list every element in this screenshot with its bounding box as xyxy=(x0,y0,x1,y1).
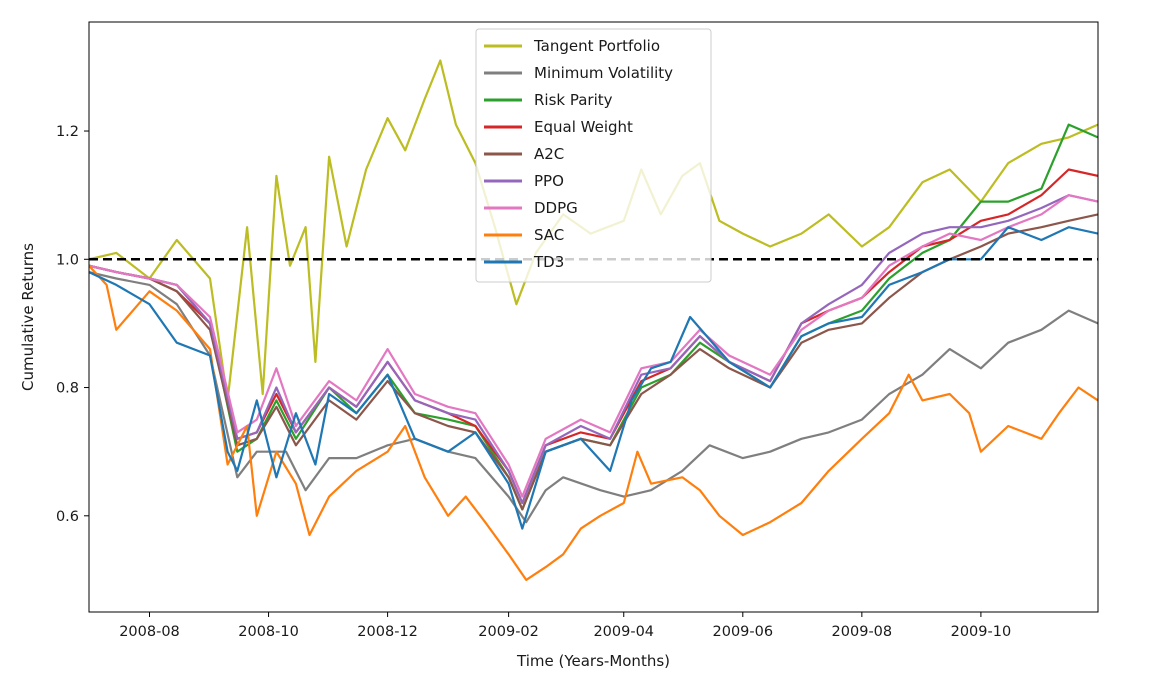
legend-label-risk-parity: Risk Parity xyxy=(534,91,613,109)
legend: Tangent Portfolio Minimum Volatility Risk … xyxy=(475,28,712,283)
series-line-ppo xyxy=(89,194,1098,505)
x-tick-label: 2008-12 xyxy=(357,624,418,640)
series-layer xyxy=(89,59,1098,581)
y-axis: 0.6 0.8 1.0 1.2 xyxy=(56,124,89,525)
series-line-minimum-volatility xyxy=(89,271,1098,524)
y-tick-label: 1.2 xyxy=(56,124,79,140)
legend-label-td3: TD3 xyxy=(533,253,564,271)
series-line-sac xyxy=(89,264,1098,581)
legend-label-ddpg: DDPG xyxy=(534,199,578,217)
x-axis: 2008-08 2008-10 2008-12 2009-02 2009-04 2009-… xyxy=(119,612,1011,640)
y-tick-label: 1.0 xyxy=(56,252,79,268)
series-line-ddpg xyxy=(89,194,1098,498)
series-line-td3 xyxy=(89,226,1098,530)
series-line-tangent-portfolio xyxy=(89,59,1098,402)
x-tick-label: 2009-06 xyxy=(713,624,774,640)
y-axis-label: Cumulative Returns xyxy=(19,243,37,391)
x-tick-label: 2008-08 xyxy=(119,624,180,640)
legend-label-a2c: A2C xyxy=(534,145,564,163)
y-tick-label: 0.8 xyxy=(56,381,79,397)
x-axis-label: Time (Years-Months) xyxy=(516,652,670,670)
x-tick-label: 2009-10 xyxy=(951,624,1012,640)
legend-label-sac: SAC xyxy=(534,226,564,244)
x-tick-label: 2009-02 xyxy=(478,624,539,640)
legend-box xyxy=(475,28,712,283)
legend-label-equal-weight: Equal Weight xyxy=(534,118,633,136)
legend-label-ppo: PPO xyxy=(534,172,564,190)
x-tick-label: 2009-08 xyxy=(832,624,893,640)
legend-label-tangent-portfolio: Tangent Portfolio xyxy=(533,37,660,55)
plot-frame xyxy=(88,21,1099,613)
y-tick-label: 0.6 xyxy=(56,509,79,525)
x-tick-label: 2009-04 xyxy=(593,624,654,640)
legend-label-minimum-volatility: Minimum Volatility xyxy=(534,64,673,82)
x-tick-label: 2008-10 xyxy=(238,624,299,640)
